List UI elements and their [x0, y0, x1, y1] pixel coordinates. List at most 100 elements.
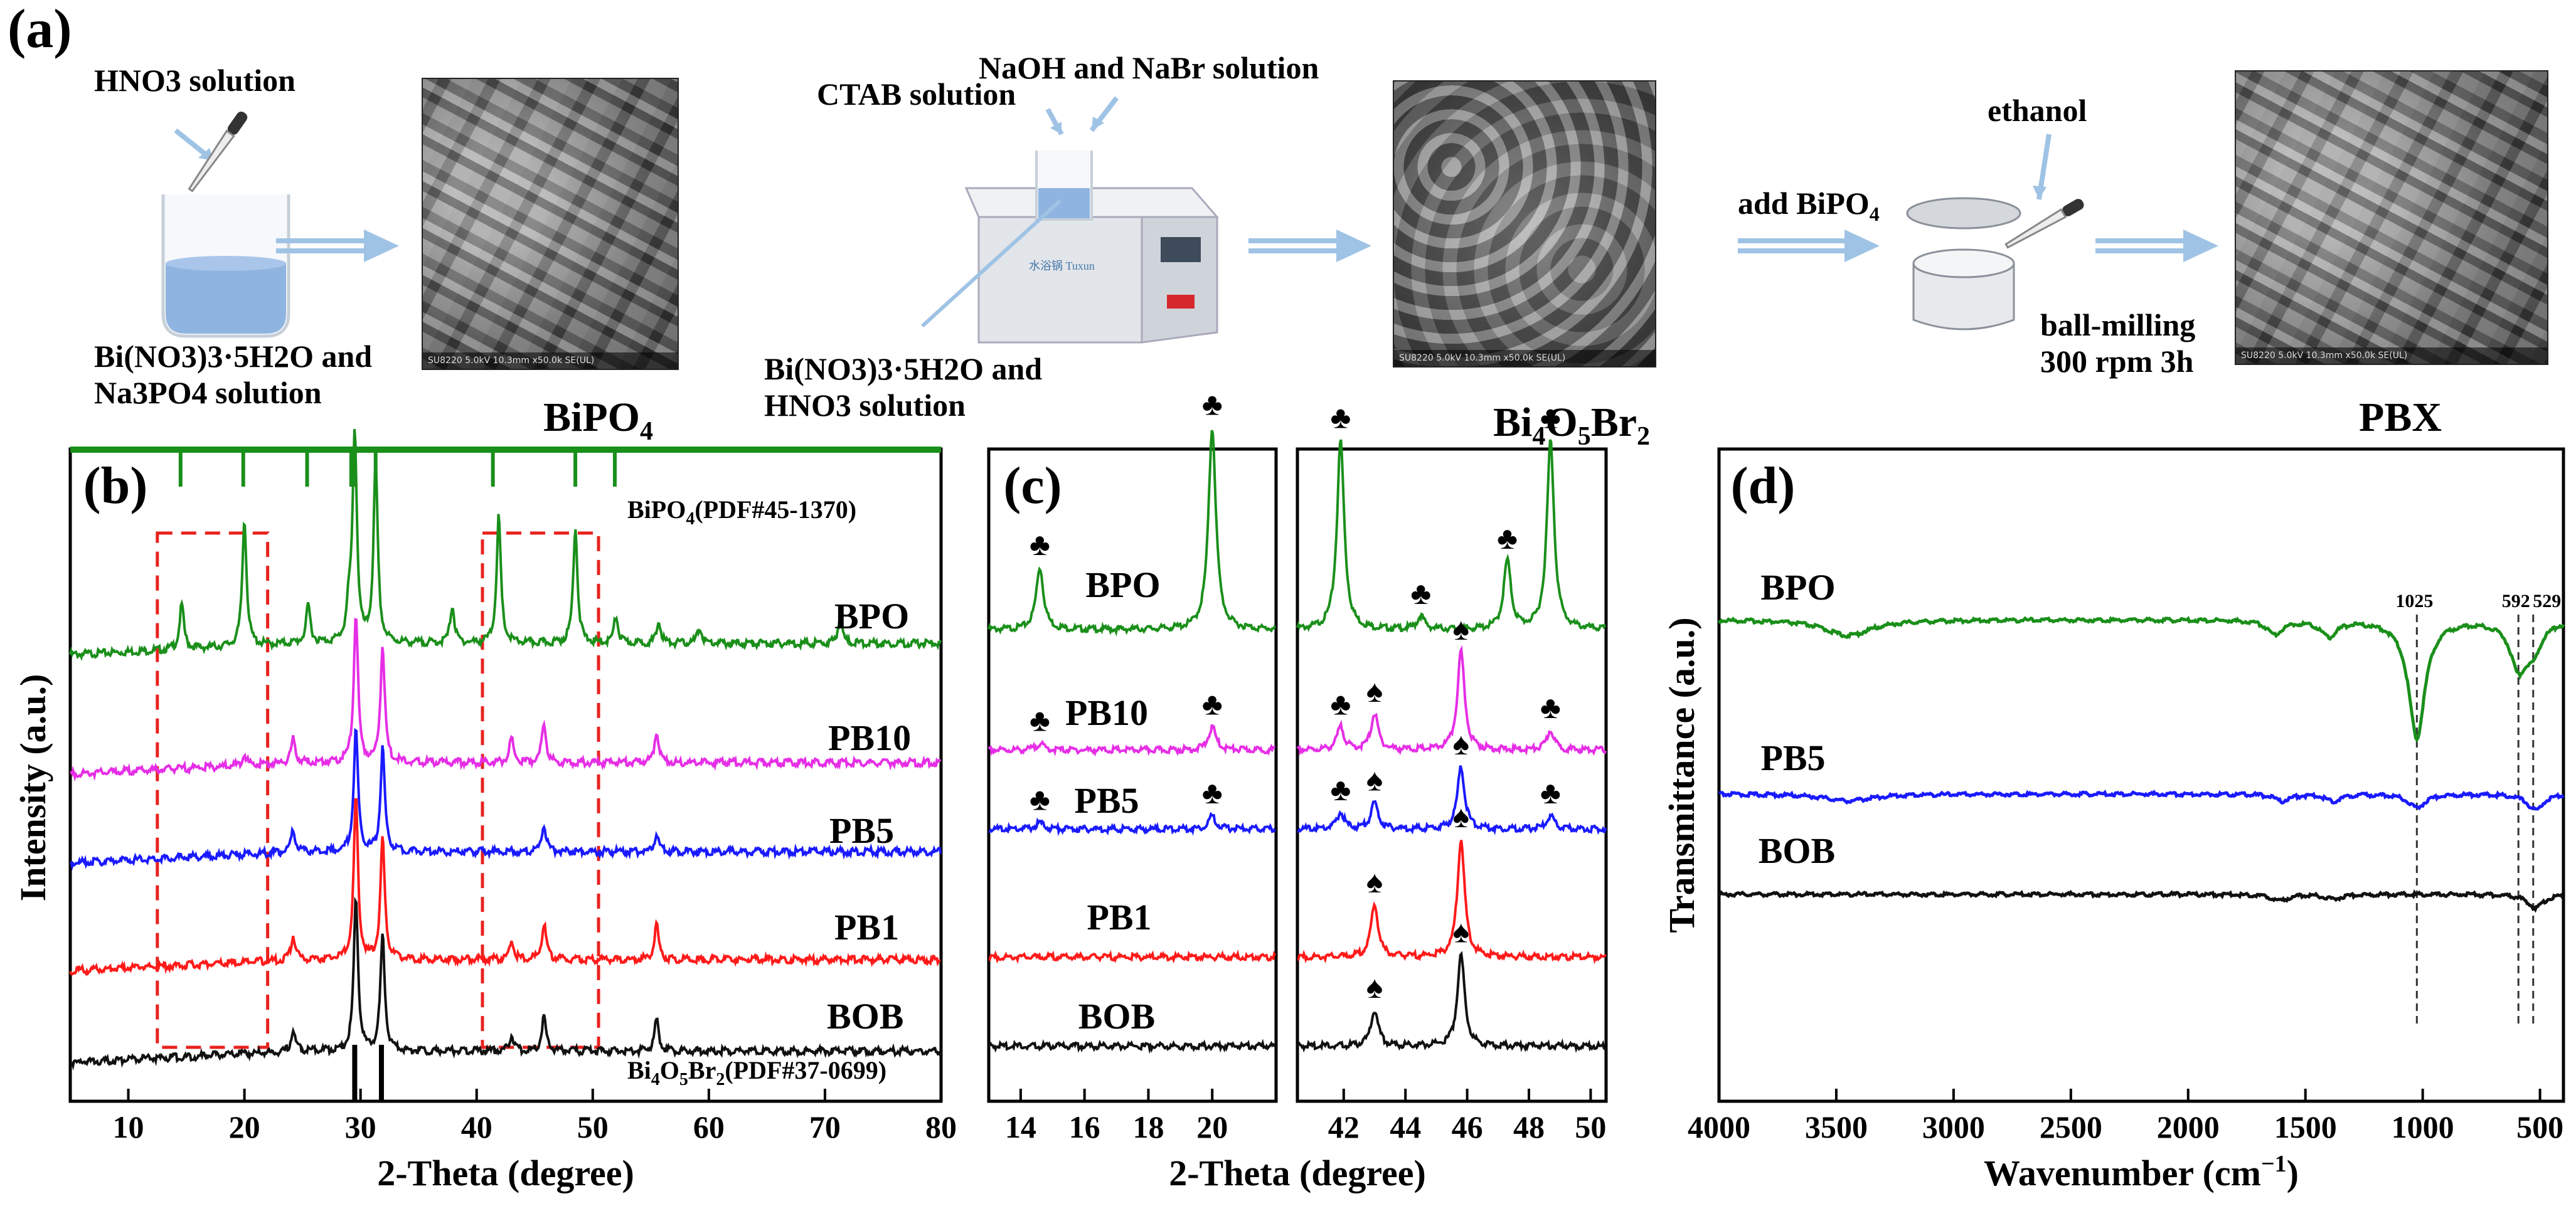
annotation-label-1025: 1025	[2395, 591, 2433, 611]
chart-d-ylabel: Transmittance (a.u.)	[1661, 617, 1702, 933]
chart-b-series-label-bob: BOB	[827, 996, 904, 1037]
chart-d-series-pb5	[1718, 789, 2565, 811]
club-marker: ♣	[1202, 775, 1223, 810]
chart-c-xtick-label: 46	[1452, 1109, 1483, 1145]
spade-marker: ♠	[1366, 864, 1383, 899]
club-marker: ♣	[1540, 690, 1561, 725]
bath-power-button	[1167, 295, 1195, 309]
beaker-1-drawing	[161, 111, 290, 338]
chart-b-xtick-label: 30	[345, 1109, 376, 1145]
chart-c-xtick-label: 44	[1390, 1109, 1421, 1145]
chart-c-series-pb5-right	[1297, 765, 1607, 835]
chart-c-series-label-pb5: PB5	[1074, 780, 1139, 821]
chart-c-series-pb1-right	[1297, 840, 1607, 965]
chart-c-series-bob-right	[1296, 951, 1607, 1054]
highlight-box-high-angle	[481, 531, 600, 1049]
chart-d-xtick-label: 3000	[1922, 1109, 1985, 1145]
chart-c-series-bob-left	[987, 1039, 1276, 1054]
spade-marker: ♠	[1366, 970, 1383, 1005]
chart-b-xtick-label: 20	[229, 1109, 260, 1145]
naoh-nabr-label: NaOH and NaBr solution	[979, 50, 1319, 85]
chart-c-series-label-bpo: BPO	[1085, 564, 1160, 605]
spade-marker: ♠	[1452, 914, 1469, 949]
annotation-label-529: 529	[2533, 591, 2561, 611]
chart-b-xlabel: 2-Theta (degree)	[377, 1153, 634, 1193]
annotation-label-592: 592	[2502, 591, 2530, 611]
chart-c-xtick-label: 14	[1005, 1109, 1036, 1145]
chart-b-top-band	[70, 447, 941, 453]
chart-b-xtick-label: 80	[925, 1109, 957, 1145]
bi-nitrate-label-1a: Bi(NO3)3·5H2O and	[94, 339, 373, 374]
process-arrow-3	[1738, 230, 1880, 262]
sem-caption-1: SU8220 5.0kV 10.3mm x50.0k SE(UL)	[423, 352, 678, 369]
ball-milling-label: ball-milling	[2040, 307, 2196, 342]
panel-c-label: (c)	[1003, 457, 1062, 515]
chart-d-frame	[1717, 447, 2565, 1103]
ethanol-label: ethanol	[1988, 93, 2087, 128]
panel-b-label: (b)	[83, 457, 148, 515]
water-bath-drawing: 水浴锅 Tuxun	[920, 96, 1220, 344]
spade-marker: ♠	[1452, 726, 1469, 761]
chart-d-series-label-bob: BOB	[1759, 830, 1836, 871]
beaker-1-liquid	[166, 263, 286, 334]
chart-d-series-bpo	[1717, 615, 2565, 743]
bath-front	[977, 216, 1143, 344]
sem-caption-2: SU8220 5.0kV 10.3mm x50.0k SE(UL)	[1394, 350, 1655, 366]
chart-b-series-label-pb10: PB10	[828, 717, 911, 758]
highlight-box-low-angle	[156, 531, 270, 1049]
spade-marker: ♠	[1452, 799, 1469, 834]
arrow-bath-reagent	[920, 199, 1062, 328]
club-marker: ♣	[1330, 687, 1351, 722]
chart-c-xtick-label: 42	[1328, 1109, 1360, 1145]
chart-c-frame-right	[1296, 447, 1608, 1103]
chart-b-xtick-label: 40	[461, 1109, 492, 1145]
chart-c-frame-left	[987, 447, 1278, 1103]
chart-d-xlabel: Wavenumber (cm−1)	[1984, 1151, 2299, 1193]
chart-d-xtick-label: 1000	[2392, 1109, 2454, 1145]
chart-d-series-label-bpo: BPO	[1760, 567, 1835, 608]
panel-d-label: (d)	[1731, 457, 1796, 515]
chart-c-series-label-pb1: PB1	[1087, 897, 1151, 938]
process-arrow-2	[1248, 230, 1371, 262]
chart-c-series-pb1-left	[988, 949, 1277, 965]
chart-c: (c) 14 16 18 20 42 44 46 48 50 2-Theta (degree) ♣ ♣ ♣…	[987, 387, 1608, 1193]
chart-c-series-pb10-right	[1296, 645, 1607, 756]
chart-d-xtick-label: 500	[2516, 1109, 2563, 1145]
product-pbx: PBX	[2359, 394, 2442, 440]
panel-a-label: (a)	[8, 0, 72, 60]
chart-b-frame	[68, 447, 943, 1103]
chart-d-series-bob	[1718, 889, 2564, 913]
chart-c-series-pb10-left	[987, 724, 1276, 757]
rpm-label: 300 rpm 3h	[2040, 344, 2194, 379]
club-marker: ♣	[1497, 521, 1518, 556]
chart-c-series-pb5-left	[988, 812, 1277, 837]
chart-d-xtick-label: 1500	[2274, 1109, 2337, 1145]
ball-mill-drawing	[1906, 134, 2084, 331]
club-marker: ♣	[1540, 399, 1561, 435]
chart-d: (d) 4000 3500 3000 2500 2000 1500 1000 500 Wavenu…	[1661, 447, 2565, 1193]
chart-c-xtick-label: 20	[1196, 1109, 1228, 1145]
bi-nitrate-label-2b: HNO3 solution	[764, 388, 966, 423]
club-marker: ♣	[1330, 772, 1351, 807]
club-marker: ♣	[1202, 387, 1223, 422]
chart-c-xtick-label: 50	[1575, 1109, 1606, 1145]
sem-image-pbx: SU8220 5.0kV 10.3mm x50.0k SE(UL)	[2235, 70, 2548, 365]
chart-b-series-label-pb1: PB1	[834, 907, 899, 948]
dropper-icon-2	[2004, 199, 2084, 249]
chart-b-reference-top: BiPO4(PDF#45-1370)	[627, 495, 856, 529]
club-marker: ♣	[1410, 576, 1431, 611]
chart-c-series-label-bob: BOB	[1078, 996, 1156, 1037]
bath-brand-label: 水浴锅 Tuxun	[1029, 260, 1095, 272]
chart-b-series-pb1	[69, 798, 941, 977]
chart-c-xtick-label: 16	[1069, 1109, 1100, 1145]
club-marker: ♣	[1030, 527, 1050, 562]
chart-b-series-pb10	[70, 618, 942, 782]
club-marker: ♣	[1202, 687, 1223, 722]
ball-mill-lid	[1906, 197, 2021, 230]
process-arrow-1	[276, 230, 399, 262]
chart-b-series-label-pb5: PB5	[829, 810, 894, 851]
dropper-icon	[188, 111, 248, 193]
chart-c-series-bpo-right	[1296, 439, 1607, 634]
sem-image-bi4o5br2: SU8220 5.0kV 10.3mm x50.0k SE(UL)	[1393, 80, 1656, 368]
spade-marker: ♠	[1366, 762, 1383, 797]
